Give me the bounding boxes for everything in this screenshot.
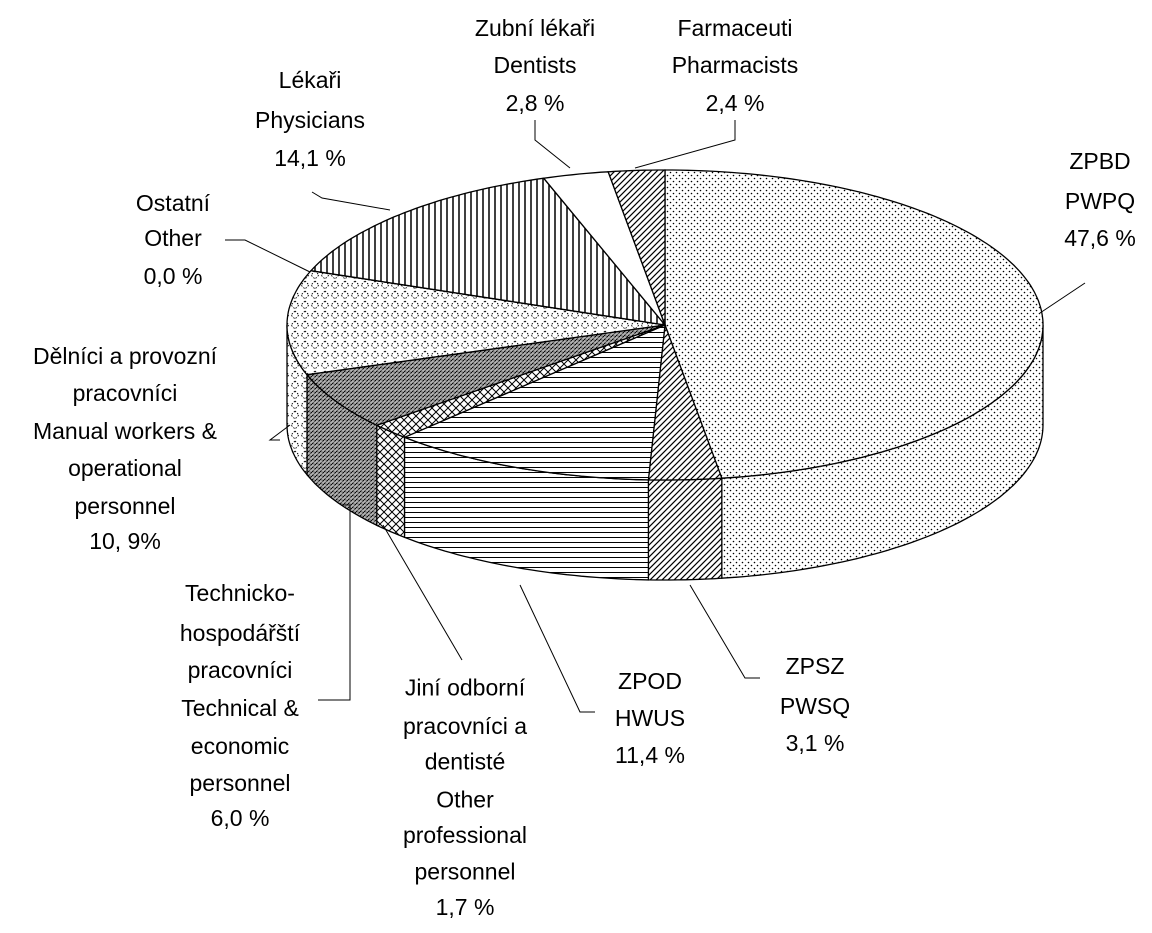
slice-label: PWSQ: [780, 693, 850, 719]
slice-label: Dentists: [493, 52, 576, 78]
slice-label: Other: [144, 225, 202, 251]
leader-line: [634, 120, 736, 169]
leader-line: [689, 584, 760, 679]
slice: [402, 323, 666, 481]
slice-label: ZPSZ: [786, 653, 845, 679]
slice-side: [647, 477, 723, 581]
slice-label: Dělníci a provozní: [33, 343, 218, 369]
slice-label: pracovníci: [73, 380, 178, 406]
value-label: 11,4 %: [615, 742, 685, 768]
slice: [542, 171, 666, 326]
slice: [607, 169, 666, 326]
slice-label: PWPQ: [1065, 188, 1135, 214]
slice: [309, 177, 667, 326]
slice-label: pracovníci: [188, 657, 293, 683]
leader-line: [318, 504, 351, 701]
slice-label: Physicians: [255, 107, 365, 133]
slice-label: Jiní odborní: [405, 674, 526, 700]
slice: [647, 324, 723, 481]
slice-label: Ostatní: [136, 190, 211, 216]
labels: ZPBD PWPQ 47,6 % ZPSZ PWSQ 3,1 % ZPOD HWUS 11,4 …: [33, 15, 1136, 920]
slice-label: hospodářští: [180, 620, 301, 646]
slice-label: dentisté: [425, 748, 506, 774]
slice-label: professional: [403, 822, 527, 848]
slice-label: Lékaři: [279, 67, 342, 93]
pie-tops: [286, 169, 1044, 481]
leader-line: [382, 524, 463, 661]
slice-label: HWUS: [615, 705, 685, 731]
slice-label: pracovníci a: [403, 713, 527, 739]
value-label: 3,1 %: [786, 730, 845, 756]
value-label: 2,8 %: [506, 90, 565, 116]
slice-label: personnel: [414, 859, 515, 885]
pie-sides: [286, 324, 1044, 581]
leader-line: [311, 191, 391, 211]
slice-label: personnel: [189, 770, 290, 796]
leader-line: [1039, 282, 1086, 314]
value-label: 14,1 %: [274, 145, 346, 171]
slice-label: Manual workers &: [33, 418, 217, 444]
slice-label: economic: [191, 733, 289, 759]
leader-line: [225, 239, 311, 273]
slice-label: Pharmacists: [672, 52, 799, 78]
value-label: 47,6 %: [1064, 225, 1136, 251]
value-label: 6,0 %: [211, 805, 270, 831]
value-label: 2,4 %: [706, 90, 765, 116]
leader-line: [519, 584, 595, 713]
slice-label: Zubní lékaři: [475, 15, 595, 41]
leader-line: [534, 120, 571, 169]
slice: [305, 324, 666, 427]
slice-label: ZPBD: [1069, 148, 1130, 174]
slice-label: Technicko-: [185, 580, 295, 606]
slice-label: Farmaceuti: [677, 15, 792, 41]
slice: [375, 324, 666, 439]
slice: [286, 270, 666, 376]
slice-label: operational: [68, 455, 182, 481]
leader-line: [268, 424, 291, 441]
slice-label: ZPOD: [618, 668, 682, 694]
slice: [664, 169, 1044, 479]
slice-label: personnel: [74, 493, 175, 519]
slice-side: [376, 424, 406, 539]
slice-label: Technical &: [181, 695, 299, 721]
slice-label: Other: [436, 787, 494, 813]
value-label: 10, 9%: [89, 528, 161, 554]
value-label: 0,0 %: [144, 263, 203, 289]
value-label: 1,7 %: [436, 894, 495, 920]
